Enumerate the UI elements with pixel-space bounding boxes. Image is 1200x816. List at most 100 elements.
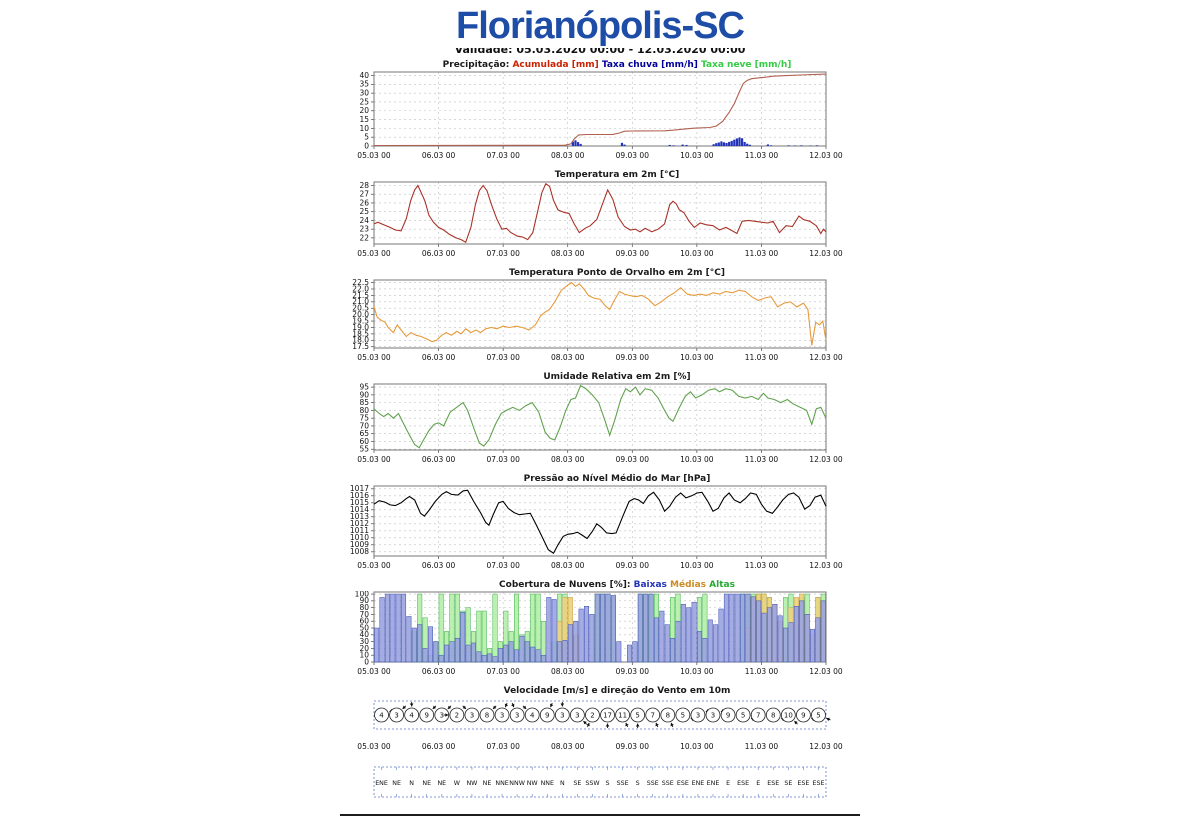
svg-text:18.0: 18.0 — [352, 336, 369, 345]
svg-text:W: W — [454, 780, 461, 787]
svg-text:3: 3 — [515, 712, 519, 720]
svg-text:5: 5 — [741, 712, 745, 720]
svg-text:40: 40 — [359, 630, 369, 639]
svg-text:09.03 00: 09.03 00 — [616, 742, 650, 751]
svg-text:05.03 00: 05.03 00 — [357, 151, 391, 160]
svg-text:05.03 00: 05.03 00 — [357, 667, 391, 676]
svg-text:SSE: SSE — [647, 780, 659, 787]
svg-text:11.03 00: 11.03 00 — [745, 667, 779, 676]
svg-text:7: 7 — [756, 712, 760, 720]
svg-text:1016: 1016 — [350, 491, 369, 500]
svg-text:1011: 1011 — [350, 526, 369, 535]
svg-text:07.03 00: 07.03 00 — [486, 561, 520, 570]
svg-text:3: 3 — [470, 712, 474, 720]
svg-text:NNW: NNW — [509, 780, 525, 787]
svg-text:20.0: 20.0 — [352, 310, 369, 319]
pressure-chart-title: Pressão ao Nível Médio do Mar [hPa] — [340, 474, 860, 485]
svg-text:3: 3 — [575, 712, 579, 720]
validity-text: Validade: 05.03.2020 00:00 - 12.03.2020 … — [454, 48, 746, 56]
wind-chart-title: Velocidade [m/s] e direção do Vento em 1… — [340, 686, 860, 697]
svg-text:05.03 00: 05.03 00 — [357, 742, 391, 751]
svg-text:10.03 00: 10.03 00 — [680, 561, 714, 570]
svg-text:NW: NW — [466, 780, 478, 787]
svg-text:85: 85 — [359, 398, 369, 407]
svg-text:21.0: 21.0 — [352, 297, 369, 306]
svg-text:09.03 00: 09.03 00 — [616, 151, 650, 160]
svg-text:17.5: 17.5 — [352, 342, 369, 351]
svg-text:7: 7 — [650, 712, 654, 720]
svg-text:12.03 00: 12.03 00 — [809, 353, 843, 362]
svg-text:SSE: SSE — [617, 780, 629, 787]
svg-text:NNE: NNE — [495, 780, 508, 787]
svg-text:65: 65 — [359, 429, 369, 438]
svg-text:1010: 1010 — [350, 533, 369, 542]
svg-text:12.03 00: 12.03 00 — [809, 561, 843, 570]
svg-text:09.03 00: 09.03 00 — [616, 353, 650, 362]
chart-title-part: Temperatura em 2m [°C] — [554, 170, 680, 180]
svg-text:11.03 00: 11.03 00 — [745, 561, 779, 570]
svg-text:06.03 00: 06.03 00 — [422, 561, 456, 570]
svg-text:12.03 00: 12.03 00 — [809, 151, 843, 160]
svg-text:07.03 00: 07.03 00 — [486, 249, 520, 258]
svg-text:NNE: NNE — [541, 780, 554, 787]
svg-text:ENE: ENE — [707, 780, 720, 787]
svg-text:8: 8 — [666, 712, 670, 720]
svg-text:9: 9 — [726, 712, 730, 720]
temperature-chart: Temperatura em 2m [°C] 22 23 24 25 26 27 28 05.0… — [340, 170, 860, 259]
svg-text:08.03 00: 08.03 00 — [551, 561, 585, 570]
svg-text:08.03 00: 08.03 00 — [551, 249, 585, 258]
svg-text:20: 20 — [359, 644, 369, 653]
svg-text:90: 90 — [359, 596, 369, 605]
svg-text:08.03 00: 08.03 00 — [551, 353, 585, 362]
svg-text:05.03 00: 05.03 00 — [357, 353, 391, 362]
svg-text:ESE: ESE — [767, 780, 779, 787]
svg-text:SE: SE — [784, 780, 792, 787]
svg-text:05.03 00: 05.03 00 — [357, 455, 391, 464]
svg-text:23: 23 — [359, 225, 369, 234]
svg-text:12.03 00: 12.03 00 — [809, 455, 843, 464]
svg-text:11: 11 — [618, 712, 627, 720]
svg-text:07.03 00: 07.03 00 — [486, 353, 520, 362]
svg-text:8: 8 — [485, 712, 489, 720]
meteogram-page: Florianópolis-SC Validade: 05.03.2020 00… — [340, 0, 860, 816]
svg-text:5: 5 — [364, 133, 369, 142]
svg-text:11.03 00: 11.03 00 — [745, 249, 779, 258]
cloud-cover-chart-title: Cobertura de Nuvens [%]: Baixas Médias A… — [340, 580, 860, 591]
svg-text:10.03 00: 10.03 00 — [680, 151, 714, 160]
svg-text:8: 8 — [771, 712, 775, 720]
svg-text:9: 9 — [801, 712, 805, 720]
svg-text:5: 5 — [816, 712, 820, 720]
svg-text:100: 100 — [355, 591, 370, 598]
svg-text:5: 5 — [635, 712, 639, 720]
svg-text:80: 80 — [359, 603, 369, 612]
svg-text:08.03 00: 08.03 00 — [551, 742, 585, 751]
svg-text:17: 17 — [603, 712, 612, 720]
chart-title-part: Velocidade [m/s] e direção do Vento em 1… — [503, 686, 731, 696]
svg-text:ENE: ENE — [375, 780, 388, 787]
svg-text:50: 50 — [359, 623, 369, 632]
svg-text:08.03 00: 08.03 00 — [551, 667, 585, 676]
svg-text:10: 10 — [359, 124, 369, 133]
svg-text:NE: NE — [437, 780, 446, 787]
svg-text:N: N — [409, 780, 414, 787]
svg-text:06.03 00: 06.03 00 — [422, 151, 456, 160]
wind-chart: Velocidade [m/s] e direção do Vento em 1… — [340, 686, 860, 755]
wind-direction-row: ENE NE N NE NE W NW NE NNE NNW NW NNE N SE SSW S SSE S SSE… — [340, 764, 860, 804]
svg-text:E: E — [756, 780, 760, 787]
svg-text:12.03 00: 12.03 00 — [809, 667, 843, 676]
svg-text:06.03 00: 06.03 00 — [422, 667, 456, 676]
svg-text:10.03 00: 10.03 00 — [680, 667, 714, 676]
svg-text:10.03 00: 10.03 00 — [680, 353, 714, 362]
validity-clip: Validade: 05.03.2020 00:00 - 12.03.2020 … — [340, 48, 860, 56]
svg-text:1014: 1014 — [350, 505, 369, 514]
svg-text:28: 28 — [359, 181, 369, 190]
svg-text:70: 70 — [359, 610, 369, 619]
svg-text:06.03 00: 06.03 00 — [422, 742, 456, 751]
svg-text:ENE: ENE — [692, 780, 705, 787]
svg-text:12.03 00: 12.03 00 — [809, 742, 843, 751]
svg-text:26: 26 — [359, 198, 369, 207]
chart-title-part: Umidade Relativa em 2m [%] — [543, 372, 691, 382]
svg-text:SE: SE — [573, 780, 581, 787]
svg-text:4: 4 — [379, 712, 384, 720]
